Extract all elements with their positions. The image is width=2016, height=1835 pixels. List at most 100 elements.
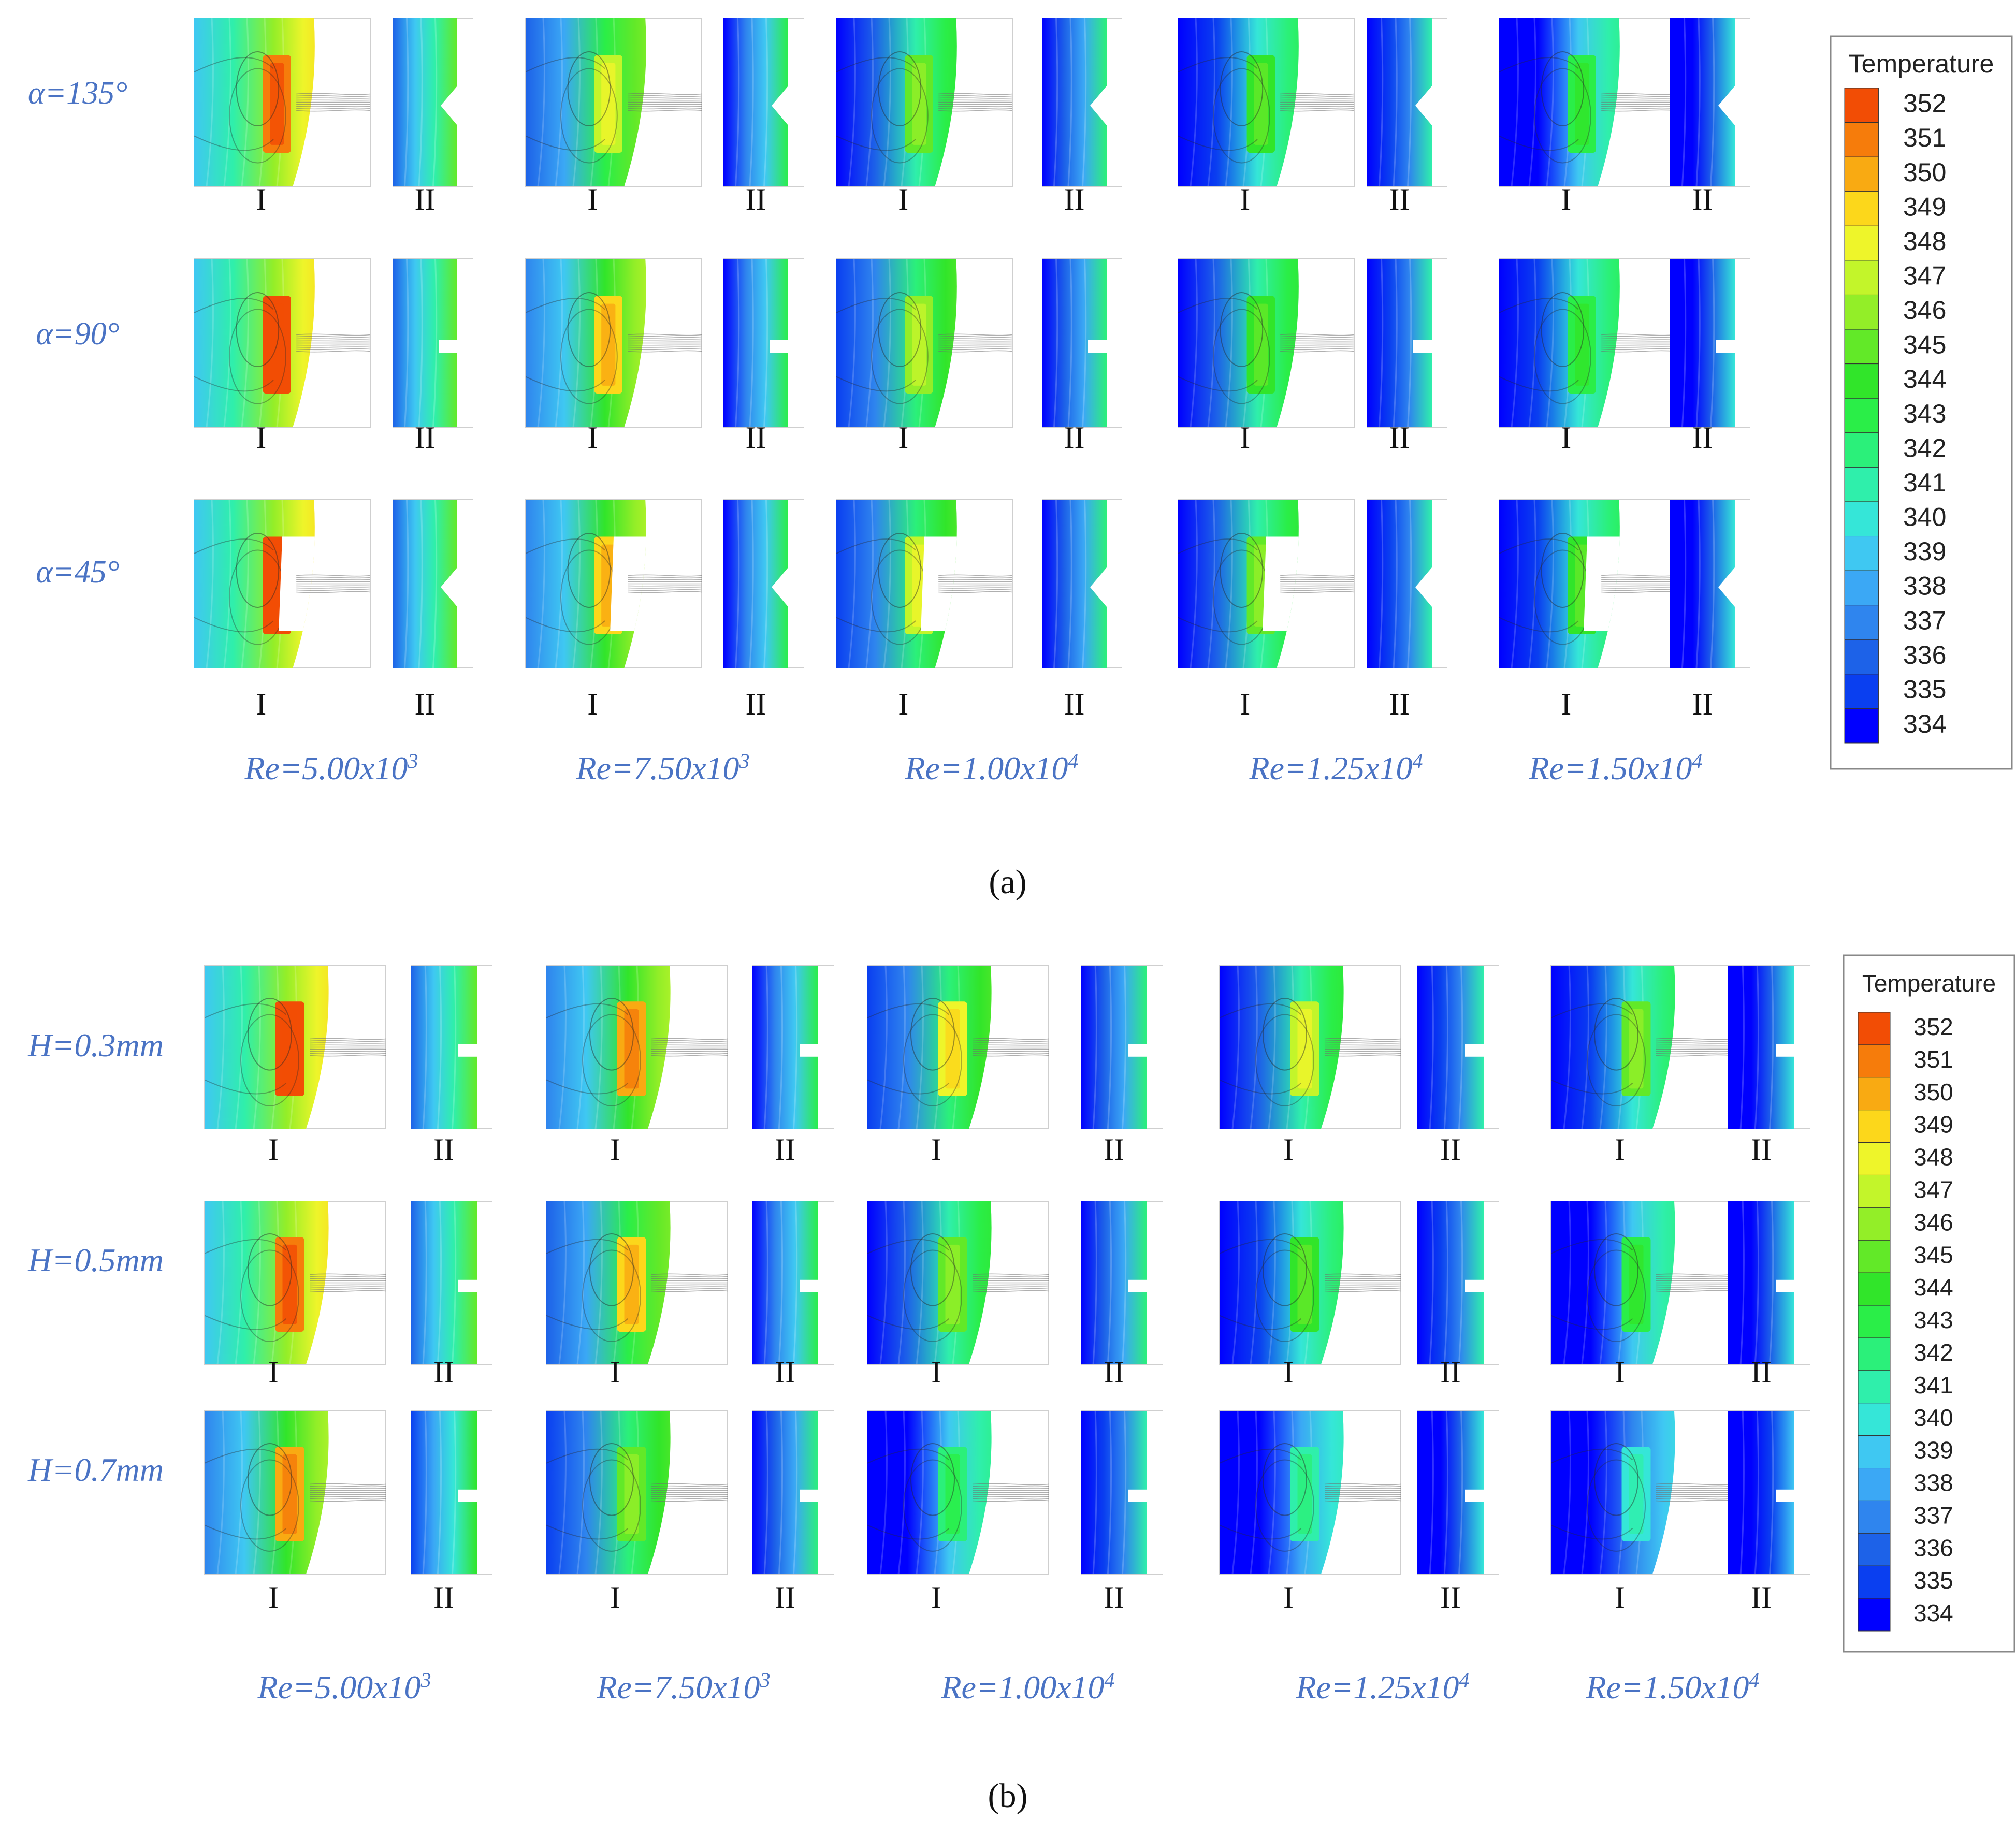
legend-swatch	[1844, 605, 1879, 640]
legend-tick: 339	[1903, 537, 1946, 566]
outflow-streamline	[651, 1499, 728, 1502]
outflow-streamline	[651, 1051, 728, 1052]
re-label: Re=1.25x104	[1249, 749, 1423, 787]
panel-label-I: I	[1283, 1580, 1294, 1614]
temperature-field	[205, 1411, 329, 1574]
panel-label-I: I	[587, 687, 598, 721]
panel-label-I: I	[256, 182, 266, 216]
re-label: Re=1.25x104	[1295, 1668, 1469, 1706]
legend-swatch	[1858, 1142, 1891, 1175]
panel-label-I: I	[1240, 182, 1250, 216]
outflow-streamline	[1324, 1494, 1401, 1495]
temperature-field	[546, 1201, 671, 1364]
legend-swatch	[1844, 432, 1879, 468]
outflow-streamline	[651, 1048, 728, 1050]
outflow-streamline	[651, 1485, 728, 1488]
fin-notch	[770, 340, 788, 353]
panel-label-I: I	[931, 1355, 941, 1389]
outflow-streamline	[972, 1040, 1049, 1042]
legend-swatch	[1844, 363, 1879, 399]
legend-swatch	[1858, 1240, 1891, 1273]
legend-swatch	[1844, 225, 1879, 261]
row-label: H=0.5mm	[27, 1242, 164, 1278]
outflow-streamline	[972, 1496, 1049, 1497]
outflow-streamline	[1601, 576, 1676, 579]
temperature-legend: Temperature 352 351 350 349 348 347 346 345 344 34…	[1830, 35, 2013, 770]
outflow-streamline	[1656, 1485, 1733, 1488]
contour-cell: I II	[1219, 965, 1499, 1167]
legend-swatch	[1858, 1598, 1891, 1632]
contour-cell: I II	[836, 499, 1122, 721]
outflow-streamline	[651, 1278, 728, 1279]
outflow-streamline	[628, 95, 702, 97]
panel-label-I: I	[587, 182, 598, 216]
outflow-streamline	[1324, 1038, 1401, 1040]
legend-tick: 338	[1913, 1469, 1953, 1496]
outflow-streamline	[628, 591, 702, 593]
legend-tick: 343	[1913, 1306, 1953, 1333]
legend-tick: 334	[1903, 709, 1946, 738]
row-label: H=0.3mm	[27, 1027, 164, 1064]
panel-label-II: II	[1389, 420, 1410, 455]
panel-label-I: I	[610, 1355, 620, 1389]
temperature-field	[194, 18, 315, 186]
fin-notch	[441, 567, 457, 607]
panel-label-II: II	[1440, 1355, 1461, 1389]
outflow-streamline	[1324, 1280, 1401, 1281]
temperature-field	[1499, 259, 1620, 427]
legend-swatch	[1844, 398, 1879, 433]
fin-notch	[1716, 340, 1735, 353]
outflow-streamline	[972, 1485, 1049, 1488]
fin-notch	[1090, 567, 1107, 607]
panel-label-I: I	[898, 420, 908, 455]
legend-swatch	[1844, 156, 1879, 192]
outflow-streamline	[628, 333, 702, 336]
outflow-streamline	[1324, 1483, 1401, 1486]
outflow-streamline	[1601, 109, 1676, 112]
outflow-streamline	[651, 1494, 728, 1495]
outflow-streamline	[1324, 1048, 1401, 1050]
contour-cell: I II	[1550, 1410, 1810, 1614]
legend-tick: 341	[1903, 468, 1946, 497]
panel-label-I: I	[256, 420, 266, 455]
outflow-streamline	[1656, 1490, 1733, 1491]
outflow-streamline	[1280, 350, 1355, 353]
panel-label-II: II	[415, 182, 436, 216]
outflow-streamline	[1656, 1040, 1733, 1042]
temperature-field	[836, 259, 957, 427]
outflow-streamline	[1656, 1048, 1733, 1050]
panel-label-I: I	[256, 687, 266, 721]
legend-swatch	[1844, 674, 1879, 709]
outflow-streamline	[1601, 93, 1676, 95]
row-label: α=45°	[36, 555, 119, 590]
temperature-field	[1220, 1411, 1344, 1574]
legend-title: Temperature	[1849, 49, 1994, 78]
panel-label-I: I	[1283, 1132, 1294, 1167]
outflow-streamline	[1656, 1496, 1733, 1497]
outflow-streamline	[296, 109, 371, 112]
fin-notch	[1090, 86, 1107, 125]
panel-label-II: II	[1692, 182, 1713, 216]
outflow-streamline	[1280, 336, 1355, 338]
legend-tick: 336	[1903, 640, 1946, 669]
legend-swatch	[1858, 1044, 1891, 1078]
outflow-streamline	[938, 109, 1013, 112]
contour-cell: I II	[525, 18, 804, 216]
outflow-streamline	[1324, 1288, 1401, 1290]
outflow-streamline	[972, 1490, 1049, 1491]
legend-tick: 351	[1903, 123, 1946, 152]
outflow-streamline	[1656, 1275, 1733, 1278]
outflow-streamline	[1601, 348, 1676, 351]
outflow-streamline	[309, 1048, 386, 1050]
legend-tick: 350	[1913, 1079, 1953, 1105]
contour-cell: I II	[1178, 258, 1447, 455]
re-label: Re=7.50x103	[596, 1668, 770, 1706]
temperature-field	[205, 1201, 329, 1364]
fin-notch	[1776, 1044, 1794, 1057]
fin-notch	[1718, 567, 1735, 607]
contour-cell: I II	[1499, 18, 1750, 216]
contour-cell: I II	[867, 1410, 1163, 1614]
legend-tick: 347	[1903, 261, 1946, 290]
legend-swatch	[1858, 1110, 1891, 1143]
